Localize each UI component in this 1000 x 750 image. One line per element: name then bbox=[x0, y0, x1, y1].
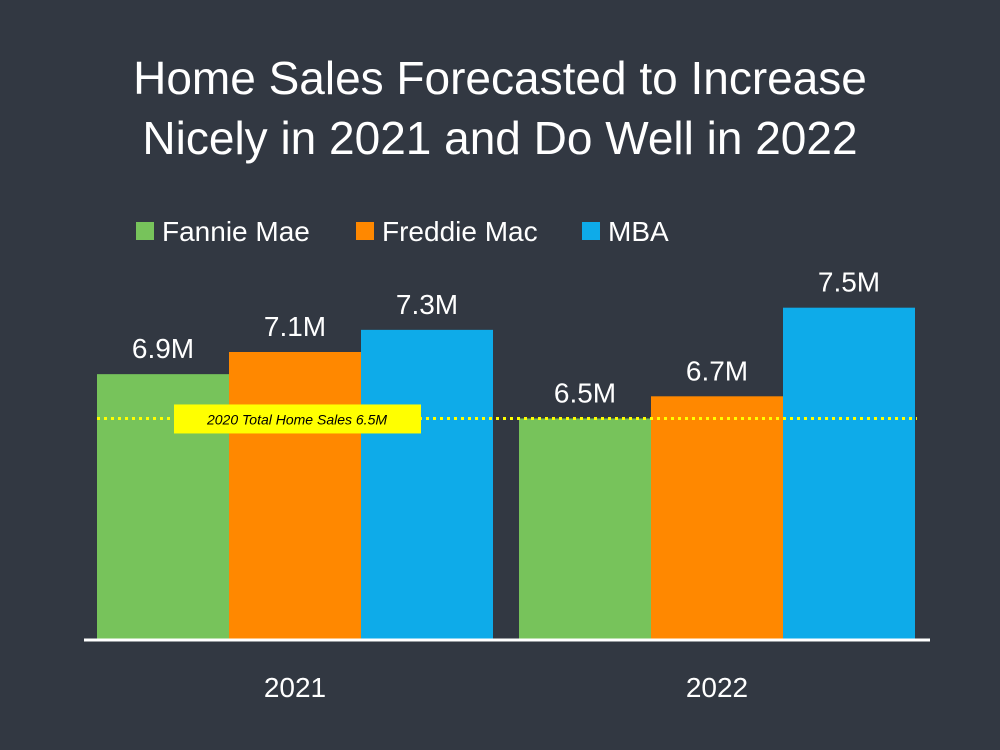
data-label-2022-fannie-mae: 6.5M bbox=[554, 377, 616, 408]
data-label-2021-fannie-mae: 6.9M bbox=[132, 333, 194, 364]
bar-2022-freddie-mac bbox=[651, 396, 783, 640]
legend-swatch-mba bbox=[582, 222, 600, 240]
bar-2022-fannie-mae bbox=[519, 418, 651, 640]
x-tick-label-2022: 2022 bbox=[686, 672, 748, 703]
legend-label-mba: MBA bbox=[608, 216, 669, 247]
bar-2021-freddie-mac bbox=[229, 351, 361, 640]
legend-label-freddie-mac: Freddie Mac bbox=[382, 216, 538, 247]
bar-2021-mba bbox=[361, 329, 493, 640]
data-label-2022-mba: 7.5M bbox=[818, 267, 880, 298]
chart-title-line-2: Nicely in 2021 and Do Well in 2022 bbox=[142, 112, 858, 164]
legend-swatch-fannie-mae bbox=[136, 222, 154, 240]
x-tick-label-2021: 2021 bbox=[264, 672, 326, 703]
legend-label-fannie-mae: Fannie Mae bbox=[162, 216, 310, 247]
reference-label-box bbox=[174, 404, 421, 434]
data-label-2021-mba: 7.3M bbox=[396, 289, 458, 320]
chart-title: Home Sales Forecasted to Increase Nicely… bbox=[0, 48, 1000, 168]
chart-title-line-1: Home Sales Forecasted to Increase bbox=[133, 52, 867, 104]
bar-2022-mba bbox=[783, 307, 915, 640]
data-label-2021-freddie-mac: 7.1M bbox=[264, 311, 326, 342]
data-label-2022-freddie-mac: 6.7M bbox=[686, 355, 748, 386]
legend-swatch-freddie-mac bbox=[356, 222, 374, 240]
reference-label: 2020 Total Home Sales 6.5M bbox=[206, 411, 387, 427]
